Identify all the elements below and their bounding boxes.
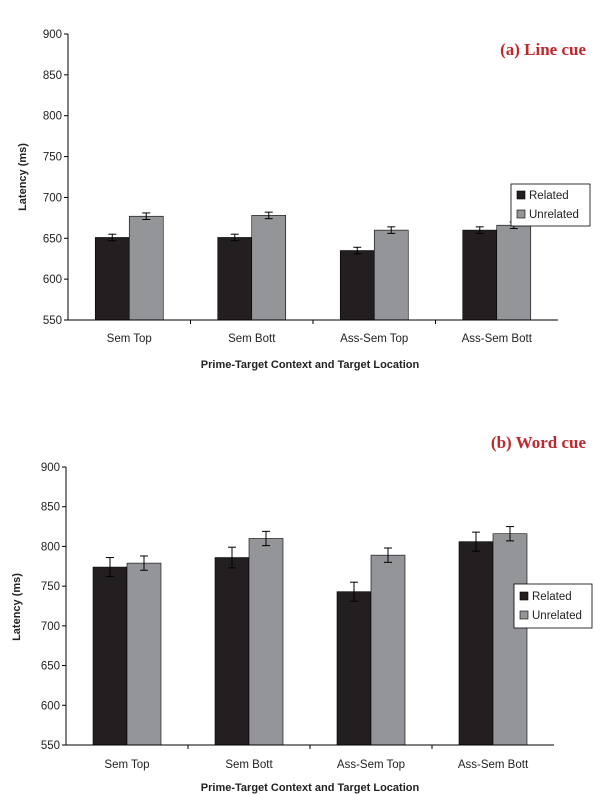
y-tick-label: 700 [43,192,62,204]
legend-label-related: Related [529,190,569,202]
x-category-label: Ass-Sem Bott [458,759,529,771]
x-category-label: Sem Top [107,333,152,345]
error-bar [350,581,358,602]
x-category-label: Ass-Sem Top [337,759,405,771]
bar-related [462,229,498,321]
x-category-label: Sem Bott [225,759,273,771]
y-tick-label: 550 [41,740,60,752]
bar-related [92,566,128,746]
bar-related [458,541,494,746]
error-bar [475,226,484,234]
y-tick-label: 600 [41,700,60,712]
y-tick-label: 700 [41,621,60,633]
bar-related [336,591,372,746]
legend: Related Unrelated [513,583,593,629]
panel-word-cue: (b) Word cue Latency (ms) Prime-Target C… [11,433,593,794]
error-bar [387,226,396,234]
error-bar [108,233,117,242]
y-tick-label: 900 [41,462,60,474]
bars [92,526,528,746]
y-tick-label: 800 [43,111,62,123]
legend-swatch-unrelated [516,209,526,219]
error-bar [353,246,362,255]
x-categories: Sem Top Sem Bott Ass-Sem Top Ass-Sem Bott [107,320,533,345]
bar-related [339,250,375,321]
bar-unrelated [370,554,406,746]
legend-label-unrelated: Unrelated [529,209,579,221]
error-bar [142,212,151,220]
x-axis-title: Prime-Target Context and Target Location [201,782,420,794]
y-ticks: 550 600 650 700 750 800 850 900 [43,29,68,327]
panel-line-cue: (a) Line cue Latency (ms) Prime-Target C… [17,29,591,371]
y-tick-label: 600 [43,274,62,286]
panel-title: (a) Line cue [500,40,586,59]
y-tick-label: 550 [43,315,62,327]
y-tick-label: 750 [43,152,62,164]
bar-unrelated [128,215,164,321]
y-tick-label: 900 [43,29,62,41]
panel-title: (b) Word cue [491,433,587,452]
bar-unrelated [248,538,284,746]
error-bar [228,546,236,569]
y-ticks: 550 600 650 700 750 800 850 900 [41,462,66,752]
error-bar [262,530,270,547]
y-tick-label: 850 [41,502,60,514]
x-category-label: Sem Top [104,759,149,771]
error-bar [140,555,148,571]
y-tick-label: 850 [43,70,62,82]
y-tick-label: 800 [41,541,60,553]
legend-swatch-related [519,591,529,601]
bar-unrelated [496,224,532,321]
legend-swatch-unrelated [519,610,529,620]
error-bar [264,211,273,220]
error-bar [384,547,392,563]
y-axis-title: Latency (ms) [11,573,23,641]
y-tick-label: 650 [41,661,60,673]
legend: Related Unrelated [510,183,591,227]
x-category-label: Ass-Sem Bott [462,333,533,345]
legend-swatch-related [516,190,526,200]
bar-unrelated [373,229,409,321]
error-bar [106,557,114,578]
bar-unrelated [251,215,287,321]
bar-unrelated [492,533,528,746]
bar-related [94,237,130,321]
bar-unrelated [126,562,162,746]
legend-label-unrelated: Unrelated [532,610,582,622]
error-bar [472,531,480,552]
bar-related [214,557,250,746]
x-category-label: Ass-Sem Top [340,333,408,345]
bar-related [217,237,253,321]
x-categories: Sem Top Sem Bott Ass-Sem Top Ass-Sem Bott [104,745,529,771]
x-axis-title: Prime-Target Context and Target Location [201,359,420,371]
legend-label-related: Related [532,591,572,603]
legend-frame [513,583,593,629]
bars [94,211,532,321]
y-axis-title: Latency (ms) [17,143,29,211]
x-category-label: Sem Bott [228,333,276,345]
y-tick-label: 650 [43,233,62,245]
error-bar [506,526,514,542]
y-tick-label: 750 [41,581,60,593]
error-bar [230,233,239,242]
